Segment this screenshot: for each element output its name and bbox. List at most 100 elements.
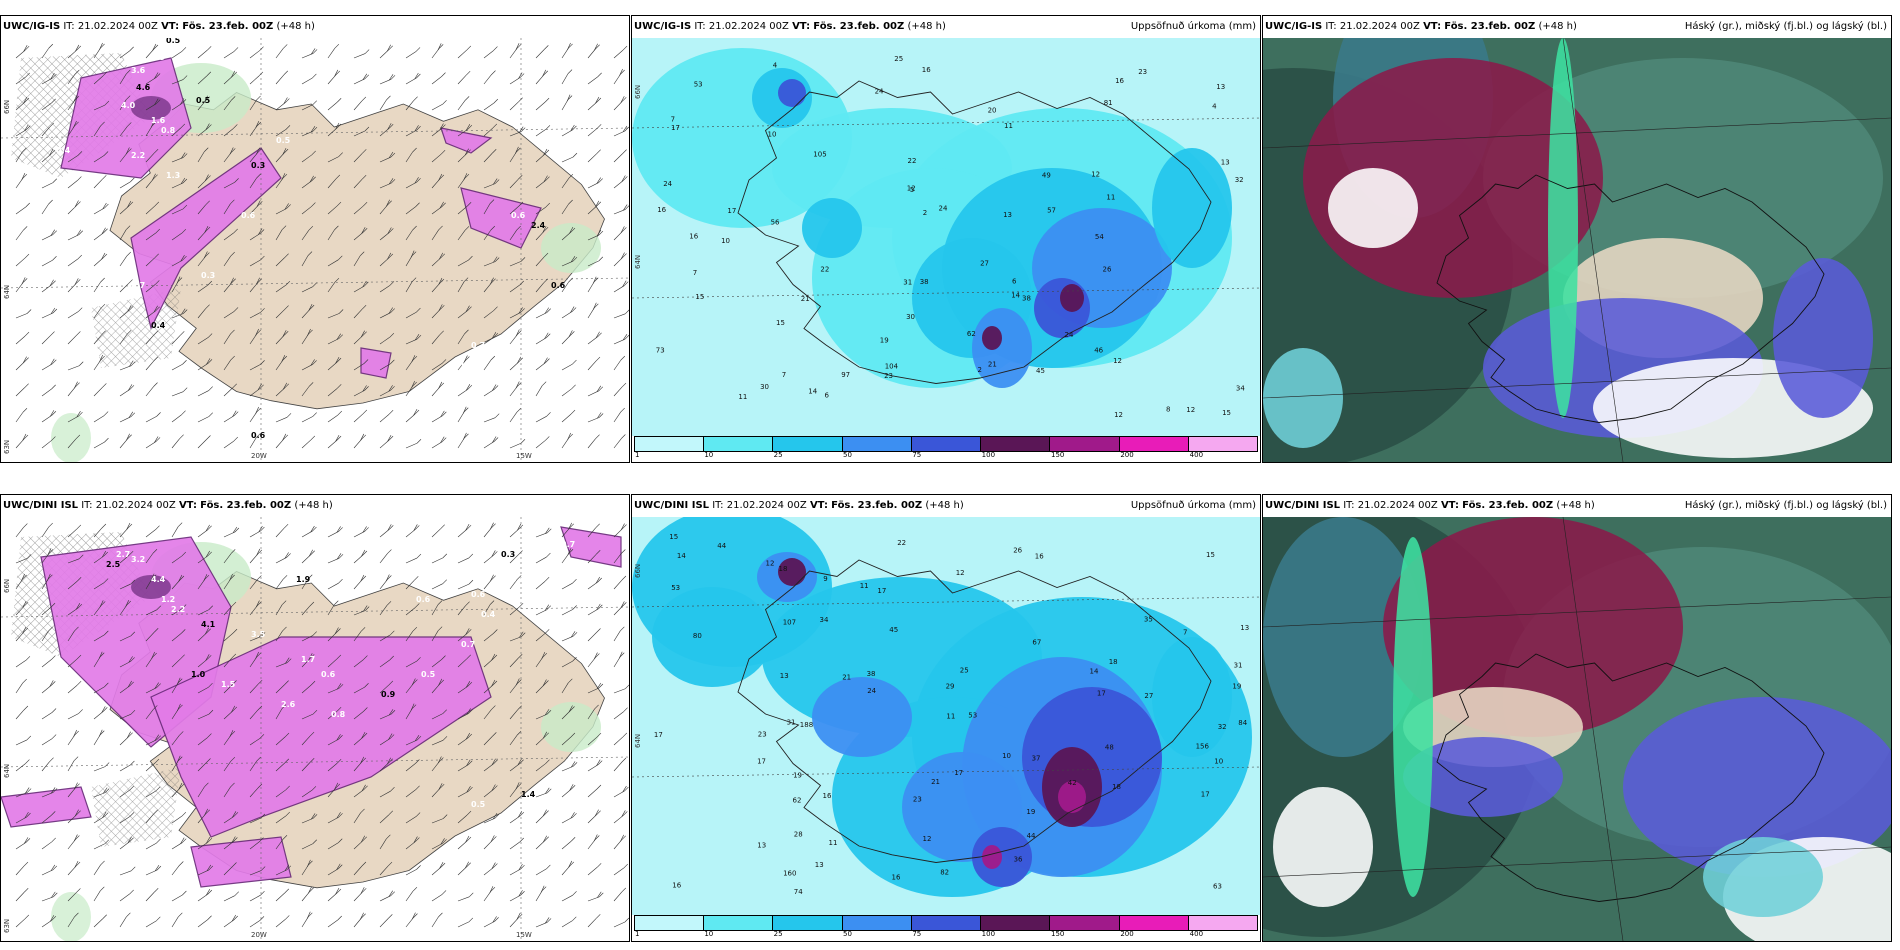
wind-barb xyxy=(561,359,577,371)
accum-value: 23 xyxy=(884,372,893,380)
wind-barb xyxy=(67,44,82,59)
color-legend: 1 10 25 50 75 100 150 200 400 xyxy=(632,436,1260,462)
wind-barb xyxy=(93,886,105,902)
wind-barb xyxy=(41,708,57,720)
map-cloud xyxy=(1263,517,1891,941)
wind-barb xyxy=(15,408,28,423)
wind-barb xyxy=(379,385,395,397)
wind-barb xyxy=(93,550,109,564)
wind-barb xyxy=(119,433,132,449)
wind-barb xyxy=(353,280,369,293)
wind-barb xyxy=(197,386,213,397)
wind-barb xyxy=(561,306,577,319)
accum-value: 10 xyxy=(1214,757,1223,765)
wind-barb xyxy=(613,175,628,189)
it-value: 21.02.2024 00Z xyxy=(726,500,807,511)
wind-barb xyxy=(119,46,134,59)
wind-barb xyxy=(379,44,393,59)
wind-barb xyxy=(275,552,291,564)
wind-barb xyxy=(93,121,105,137)
wind-barb xyxy=(145,758,160,772)
map-precip-wind: 0.8 0.5 2.73.2 2.5 4.4 1.22.2 4.1 3.5 1.7 0.6 1.0 1… xyxy=(1,517,629,941)
wind-barb xyxy=(483,256,500,267)
wind-barb xyxy=(613,549,626,564)
accum-value: 36 xyxy=(1014,856,1023,864)
accum-value: 19 xyxy=(1232,683,1241,691)
wind-barb xyxy=(405,408,420,423)
wind-barb xyxy=(587,149,601,163)
wind-barb xyxy=(509,863,525,876)
wind-barb xyxy=(145,916,161,928)
wind-barb xyxy=(613,96,627,111)
accum-value: 11 xyxy=(829,839,838,847)
wind-barb xyxy=(15,331,30,345)
accum-value: 17 xyxy=(654,731,663,739)
wind-barb xyxy=(535,787,552,798)
wind-barb xyxy=(197,174,211,189)
precip-band xyxy=(440,127,493,154)
wind-barb xyxy=(483,98,499,111)
wind-barb xyxy=(457,579,474,590)
wind-barb xyxy=(41,602,56,616)
accum-value: 53 xyxy=(671,584,680,592)
wind-barb xyxy=(379,890,395,902)
precip-green xyxy=(541,702,601,752)
wind-barb xyxy=(561,761,578,772)
wind-barb xyxy=(405,836,420,850)
wind-barb xyxy=(119,579,136,590)
wind-barb xyxy=(431,225,443,241)
wind-barb xyxy=(301,359,317,371)
wind-barb xyxy=(457,553,474,564)
wind-barb xyxy=(587,177,603,189)
precip-value: 0.5 xyxy=(471,800,486,809)
wind-barb xyxy=(249,600,262,616)
legend-tick-label: 400 xyxy=(1189,930,1204,938)
accum-value: 34 xyxy=(820,616,829,624)
wind-barb xyxy=(41,757,54,772)
accum-value: 23 xyxy=(758,731,767,739)
wind-barb xyxy=(275,864,292,876)
wind-barb xyxy=(41,122,55,137)
wind-barb xyxy=(67,95,80,111)
accum-value: 16 xyxy=(922,66,931,74)
wind-barb xyxy=(483,886,496,902)
wind-barb xyxy=(431,736,448,746)
wind-barb xyxy=(223,178,239,189)
wind-barb xyxy=(535,148,550,163)
accum-value: 188 xyxy=(800,721,813,729)
cloud-layer xyxy=(1328,168,1418,248)
wind-barb xyxy=(613,651,625,668)
wind-barb xyxy=(275,811,290,824)
precip-band xyxy=(560,526,622,568)
wind-barb xyxy=(587,759,603,772)
wind-barb xyxy=(249,783,263,798)
wind-barb xyxy=(67,200,81,215)
wind-barb xyxy=(405,812,421,824)
accum-value: 107 xyxy=(783,618,796,626)
wind-barb xyxy=(509,407,522,423)
wind-barb xyxy=(535,69,549,85)
wind-barb xyxy=(535,759,550,772)
legend-tick-label: 150 xyxy=(1051,451,1065,459)
model-name: UWC/DINI ISL xyxy=(634,500,710,511)
it-value: 21.02.2024 00Z xyxy=(1339,21,1420,32)
wind-barb xyxy=(93,277,105,293)
wind-barb xyxy=(67,834,80,850)
accum-value: 4 xyxy=(1212,103,1217,111)
wind-barb xyxy=(223,251,235,267)
wind-barb xyxy=(223,680,237,694)
wind-barb xyxy=(587,124,602,137)
wind-barb xyxy=(223,436,239,449)
wind-barb xyxy=(301,382,314,397)
wind-barb xyxy=(223,228,238,241)
wind-barb xyxy=(249,277,262,293)
wind-barb xyxy=(327,627,341,642)
wind-barb xyxy=(67,151,83,163)
wind-barb xyxy=(379,74,396,85)
wind-barb xyxy=(613,309,629,319)
precip-value: 1.4 xyxy=(521,790,536,799)
wind-barb xyxy=(301,251,313,267)
wind-barb xyxy=(197,550,212,564)
precip-value: 4.1 xyxy=(201,620,216,629)
wind-barb xyxy=(223,307,239,319)
